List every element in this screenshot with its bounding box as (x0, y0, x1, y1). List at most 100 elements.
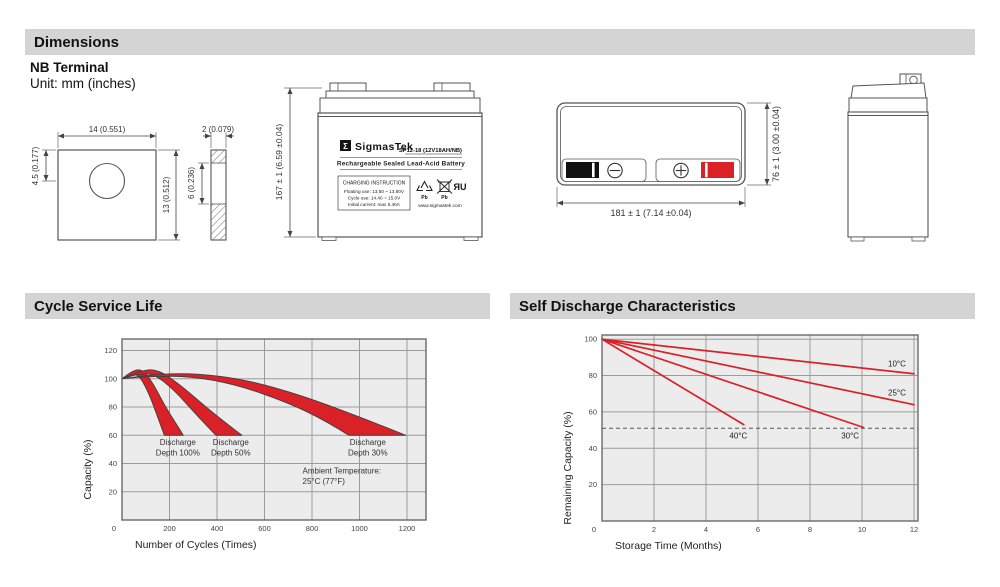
y-tick-label: 40 (589, 444, 597, 453)
positive-terminal-area (655, 158, 741, 182)
y-tick-label: 20 (109, 487, 117, 496)
plot-border (601, 334, 919, 522)
origin-tick-label: 0 (112, 524, 116, 533)
recycle-arrow (426, 185, 433, 192)
pb-label-1: Pb (421, 195, 427, 201)
x-tick-label: 10 (858, 525, 866, 534)
charging-line-1: Floating use: 13.50 ~ 13.80V (344, 189, 405, 194)
lid-top-plate (325, 90, 475, 99)
negative-terminal-block (566, 162, 599, 178)
brand-logo-icon (340, 140, 351, 151)
self-discharge-chart: 2 4 6 8 10 12 20 40 60 80 100 0 10°C 25°C 30°C 40°C Stor… (562, 334, 919, 552)
negative-terminal-area (561, 158, 647, 182)
vent-tab (329, 82, 367, 92)
terminal-slit (705, 162, 708, 178)
battery-top-view: 181 ± 1 (7.14 ±0.04) 76 ± 1 (3.00 ±0.04) (556, 102, 781, 218)
x-tick-label: 600 (258, 524, 271, 533)
chart-annotation: 25°C (77°F) (303, 477, 346, 486)
hatch-bottom (211, 204, 226, 240)
series-label: 25°C (888, 389, 906, 398)
charging-line-3: Initial current: max 5.40A (348, 202, 401, 207)
terminal-side-view: 2 (0.079) 6 (0.236) (187, 125, 234, 241)
positive-terminal-block (701, 162, 734, 178)
x-tick-label: 12 (910, 525, 918, 534)
section-header-self-discharge: Self Discharge Characteristics (510, 293, 975, 319)
chart-annotation: Depth 100% (156, 449, 200, 458)
y-tick-label: 20 (589, 480, 597, 489)
recycle-arrow (416, 185, 423, 192)
x-axis-title: Storage Time (Months) (615, 540, 722, 552)
hatch-top (211, 150, 226, 164)
dim-label-terminal-thickness: 2 (0.079) (202, 125, 234, 134)
foot (321, 236, 337, 241)
x-tick-label: 800 (306, 524, 319, 533)
y-tick-label: 100 (584, 335, 597, 344)
website-text: www.sigmastek.com (418, 203, 461, 209)
discharge-depth-band (121, 373, 407, 436)
foot (463, 236, 479, 241)
series-label: 10°C (888, 359, 906, 368)
series-label: 30°C (841, 431, 859, 440)
foot (850, 236, 865, 242)
plot-border (121, 338, 427, 521)
charging-title: CHARGING INSTRUCTION (343, 181, 406, 187)
x-tick-label: 400 (211, 524, 224, 533)
battery-side-view (847, 73, 929, 242)
y-tick-label: 80 (109, 403, 117, 412)
battery-front-view: 167 ± 1 (6.59 ±0.04) Σ SigmasTek SP12-18… (274, 82, 483, 241)
y-axis-title: Remaining Capacity (%) (562, 411, 574, 524)
side-body (847, 111, 929, 238)
x-tick-label: 200 (163, 524, 176, 533)
section-title-cycle-life: Cycle Service Life (34, 297, 163, 315)
origin-tick-label: 0 (592, 525, 596, 534)
y-tick-label: 100 (104, 374, 117, 383)
chart-annotation: Depth 50% (211, 449, 251, 458)
vent-tab (433, 82, 471, 92)
dim-label-battery-length: 181 ± 1 (7.14 ±0.04) (611, 208, 692, 218)
charging-instruction-box (337, 175, 411, 211)
x-tick-label: 1000 (351, 524, 368, 533)
chart-annotation: Discharge (213, 438, 250, 447)
chart-annotation: Discharge (350, 438, 387, 447)
terminal-dimension-drawing: 14 (0.551) 13 (0.512) 4.5 (0.177) 2 (0.0… (31, 125, 234, 241)
y-tick-label: 60 (109, 431, 117, 440)
x-tick-label: 8 (808, 525, 812, 534)
brand-name: SigmasTek (355, 141, 413, 153)
crossed-bin-pb-icon (436, 179, 453, 194)
temperature-series-line (601, 338, 915, 375)
y-tick-label: 60 (589, 407, 597, 416)
terminal-subheader: NB Terminal Unit: mm (inches) (30, 60, 136, 92)
battery-type-line: Rechargeable Sealed Lead-Acid Battery (337, 161, 465, 168)
x-tick-label: 6 (756, 525, 760, 534)
series-label: 40°C (729, 431, 747, 440)
side-lid-rim (848, 97, 928, 113)
x-axis-title: Number of Cycles (Times) (135, 539, 257, 551)
unit-note: Unit: mm (inches) (30, 76, 136, 91)
cross-line (436, 179, 453, 194)
y-axis-title: Capacity (%) (82, 439, 94, 499)
temperature-series-line (601, 338, 745, 426)
chart-annotation: Depth 30% (348, 449, 388, 458)
model-number: SP12-18 (12V18AH/NB) (399, 148, 462, 154)
dim-label-battery-width: 76 ± 1 (3.00 ±0.04) (771, 106, 781, 182)
recycle-pb-icon (416, 180, 433, 192)
charging-line-2: Cycle use: 14.40 ~ 15.0V (348, 196, 401, 201)
terminal-slit (592, 162, 595, 178)
y-tick-label: 40 (109, 459, 117, 468)
x-tick-label: 2 (652, 525, 656, 534)
terminal-hole (88, 162, 126, 200)
side-terminal-hole (909, 75, 918, 85)
temperature-series-line (601, 338, 915, 406)
chart-annotation: Ambient Temperature: (303, 466, 382, 475)
sigma-glyph: Σ (343, 142, 348, 151)
pb-label-2: Pb (441, 195, 447, 201)
chart-annotation: Discharge (160, 438, 197, 447)
recycle-arrow (420, 180, 429, 189)
section-title-dimensions: Dimensions (34, 33, 120, 51)
dim-label-battery-height: 167 ± 1 (6.59 ±0.04) (274, 124, 284, 201)
foot (911, 236, 926, 242)
terminal-plate (57, 149, 157, 241)
ul-recognized-icon: ЯU (454, 182, 467, 192)
side-lid-top (850, 82, 927, 99)
